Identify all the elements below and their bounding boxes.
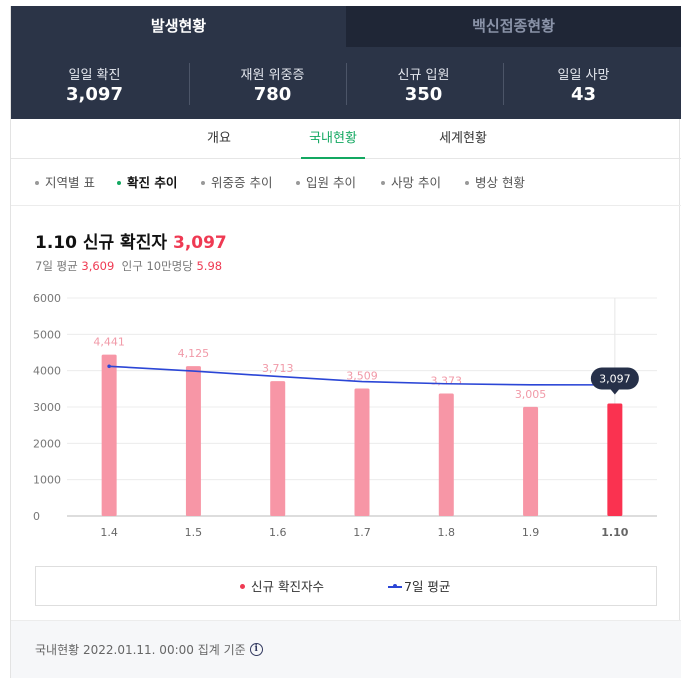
x-tick-label: 1.7: [353, 526, 371, 539]
filter-death-trend[interactable]: 사망 추이: [381, 174, 441, 192]
bar: [607, 403, 623, 516]
y-tick-label: 2000: [33, 437, 61, 450]
summary-stats: 일일 확진 3,097 재원 위중증 780 신규 입원 350 일일 사망 4…: [11, 47, 681, 119]
main-tabs: 발생현황 백신접종현황: [11, 6, 681, 47]
stat-divider: [503, 63, 504, 105]
tooltip-value: 3,097: [599, 372, 631, 385]
chart-title-text: 1.10 신규 확진자: [35, 233, 167, 253]
tab-overview[interactable]: 개요: [207, 131, 231, 146]
data-label: 3,005: [515, 388, 547, 401]
data-label: 3,509: [346, 370, 378, 383]
y-tick-label: 1000: [33, 474, 61, 487]
stat-label: 재원 위중증: [240, 68, 305, 83]
filter-label: 위중증 추이: [211, 175, 273, 190]
data-label: 4,125: [178, 347, 210, 360]
per-capita-value: 5.98: [196, 259, 223, 273]
chart-title: 1.10 신규 확진자 3,097: [35, 228, 227, 253]
legend-item-new-cases[interactable]: 신규 확진자수: [240, 578, 324, 596]
y-tick-label: 6000: [33, 292, 61, 305]
x-tick-label: 1.4: [100, 526, 118, 539]
footer-note: 국내현황 2022.01.11. 00:00 집계 기준 i: [35, 641, 263, 658]
chart-title-value: 3,097: [172, 233, 227, 253]
stat-value: 780: [253, 84, 292, 105]
bar: [185, 366, 201, 516]
bullet-icon: [201, 180, 205, 185]
filter-bed-status[interactable]: 병상 현황: [465, 174, 525, 192]
x-tick-label: 1.10: [601, 526, 628, 539]
active-tab-underline: [301, 157, 365, 159]
bullet-icon: [465, 180, 469, 185]
legend-line-icon: [388, 583, 402, 588]
x-tick-label: 1.5: [185, 526, 203, 539]
legend-label: 7일 평균: [404, 579, 451, 594]
tab-outbreak-status[interactable]: 발생현황: [11, 6, 346, 47]
x-tick-label: 1.6: [269, 526, 287, 539]
avg-label: 7일 평균: [35, 259, 78, 273]
bullet-icon: [117, 180, 121, 185]
data-label: 3,373: [431, 374, 463, 387]
tab-domestic[interactable]: 국내현황: [309, 131, 357, 146]
covid-status-panel: 발생현황 백신접종현황 일일 확진 3,097 재원 위중증 780 신규 입원…: [10, 6, 681, 678]
stat-value: 350: [404, 84, 443, 105]
bullet-icon: [381, 180, 385, 185]
stat-label: 신규 입원: [397, 68, 450, 83]
filter-label: 지역별 표: [45, 175, 95, 190]
y-tick-label: 0: [33, 510, 40, 523]
bullet-icon: [296, 180, 300, 185]
data-footer: 국내현황 2022.01.11. 00:00 집계 기준 i: [11, 620, 681, 678]
bar: [354, 388, 370, 516]
chart-filter-chips: 지역별 표 확진 추이 위중증 추이 입원 추이 사망 추이 병상 현황: [11, 160, 681, 206]
footer-text: 국내현황 2022.01.11. 00:00 집계 기준: [35, 643, 246, 657]
section-tabs: 개요 국내현황 세계현황: [11, 119, 681, 159]
avg-value: 3,609: [81, 259, 115, 273]
stat-critical: 재원 위중증 780: [189, 47, 356, 119]
legend-item-7day-avg[interactable]: 7일 평균: [388, 578, 450, 596]
filter-label: 사망 추이: [391, 175, 441, 190]
data-label: 4,441: [93, 336, 125, 349]
tab-vaccination-status[interactable]: 백신접종현황: [346, 6, 681, 47]
stat-divider: [346, 63, 347, 105]
tab-global[interactable]: 세계현황: [439, 131, 487, 146]
confirmed-cases-chart: 0 1000 2000 3000 4000 5000 6000 4,441 1.4 4,125 1.…: [33, 292, 657, 539]
stat-value: 3,097: [66, 84, 123, 105]
per-capita-label: 인구 10만명당: [121, 259, 193, 273]
status-header: 발생현황 백신접종현황 일일 확진 3,097 재원 위중증 780 신규 입원…: [11, 6, 681, 119]
filter-label: 병상 현황: [475, 175, 525, 190]
x-tick-label: 1.9: [522, 526, 540, 539]
y-tick-label: 5000: [33, 328, 61, 341]
bar: [523, 406, 539, 516]
x-tick-label: 1.8: [438, 526, 456, 539]
bar: [270, 381, 286, 516]
filter-regional-table[interactable]: 지역별 표: [35, 174, 95, 192]
bullet-icon: [35, 180, 39, 185]
stat-daily-deaths: 일일 사망 43: [500, 47, 667, 119]
filter-confirmed-trend[interactable]: 확진 추이: [117, 174, 177, 192]
filter-admission-trend[interactable]: 입원 추이: [296, 174, 356, 192]
stat-divider: [189, 63, 190, 105]
avg-point: [107, 364, 111, 369]
stat-value: 43: [570, 84, 597, 105]
filter-label: 확진 추이: [127, 175, 178, 190]
chart-subtitle: 7일 평균 3,609 인구 10만명당 5.98: [35, 258, 222, 274]
data-label: 3,713: [262, 362, 294, 375]
bar: [101, 354, 117, 516]
stat-new-admission: 신규 입원 350: [340, 47, 507, 119]
stat-label: 일일 확진: [68, 68, 121, 83]
y-tick-label: 4000: [33, 365, 61, 378]
tooltip-bubble: [590, 367, 639, 390]
y-tick-label: 3000: [33, 401, 61, 414]
legend-dot-icon: [240, 584, 245, 589]
filter-label: 입원 추이: [306, 175, 356, 190]
bar: [438, 393, 454, 516]
chart-legend: 신규 확진자수 7일 평균: [35, 566, 657, 606]
avg-line: [109, 365, 615, 386]
legend-label: 신규 확진자수: [251, 579, 324, 594]
tooltip-pointer: [609, 388, 620, 395]
filter-critical-trend[interactable]: 위중증 추이: [201, 174, 272, 192]
stat-label: 일일 사망: [557, 68, 610, 83]
stat-daily-confirmed: 일일 확진 3,097: [11, 47, 178, 119]
info-icon[interactable]: i: [249, 643, 263, 656]
